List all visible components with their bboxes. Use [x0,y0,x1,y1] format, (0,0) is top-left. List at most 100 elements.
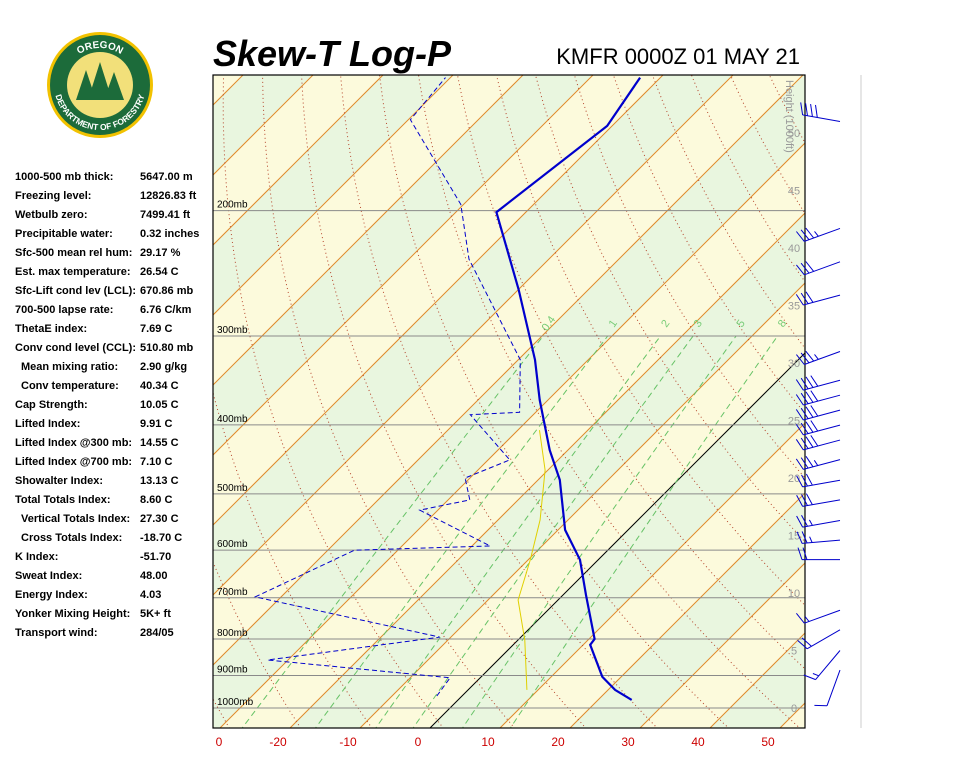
height-tick-label: 5 [791,646,797,658]
mixing-ratio-label: 2 [659,318,672,330]
height-tick-label: 35 [788,301,800,313]
mixing-ratio-line [375,335,661,728]
wind-barb [795,405,841,421]
dry-adiabat [874,53,960,732]
index-value: 40.34 C [140,380,179,392]
dry-adiabat [912,53,960,732]
wind-barb [814,669,841,707]
height-axis-title: Height (1000ft) [783,80,795,153]
x-tick-label: 40 [691,735,705,749]
index-label: ThetaE index: [15,323,87,335]
isotherm [569,492,805,728]
index-value: 4.03 [140,589,161,601]
freezing-isotherm [429,352,805,728]
wind-barb [795,420,841,436]
dry-adiabat [836,53,960,732]
wind-barb [795,390,841,406]
wind-barb [797,547,841,561]
index-label: Conv temperature: [21,380,119,392]
isotherm [499,422,805,728]
x-tick-label: -20 [269,735,287,749]
isotherm [639,562,805,728]
height-tick-label: 15 [788,531,800,543]
index-label: Energy Index: [15,589,88,601]
plot-frame [212,74,806,729]
wind-barb [795,435,841,451]
height-tick-label: 40 [788,243,800,255]
isotherm [219,142,805,728]
isotherm [213,75,734,596]
index-value: 510.80 mb [140,342,193,354]
height-tick-label: 0 [791,703,797,715]
profile-line [495,76,642,701]
index-value: -18.70 C [140,532,182,544]
index-label: Showalter Index: [15,475,103,487]
dry-adiabat [797,53,960,732]
index-label: Vertical Totals Index: [21,513,130,525]
index-value: 27.30 C [140,513,179,525]
pressure-label: 500mb [217,483,248,494]
x-tick-label: 10 [481,735,495,749]
isotherm [213,75,384,246]
wind-barb [803,650,841,681]
index-value: 8.60 C [140,494,172,506]
logo: OREGON DEPARTMENT OF FORESTRY [47,32,153,138]
mixing-ratio-label: 3 [692,318,705,330]
pressure-label: 200mb [217,200,248,211]
height-tick-label: 25 [788,416,800,428]
index-label: Sfc-500 mean rel hum: [15,247,132,259]
mixing-ratio-line [241,335,544,728]
isotherm [850,75,960,728]
x-tick-label: -10 [339,735,357,749]
wind-barb [795,375,841,391]
wind-barb [796,609,841,624]
isotherm [213,75,594,456]
x-tick-label: 30 [621,735,635,749]
index-value: 284/05 [140,627,174,639]
wind-barb [796,531,841,544]
index-label: Cap Strength: [15,399,88,411]
index-label: Yonker Mixing Height: [15,608,130,620]
logo-text: OREGON [75,40,125,57]
index-label: K Index: [15,551,58,563]
index-label: Total Totals Index: [15,494,111,506]
mixing-ratio-label: 5 [735,318,748,330]
wind-barb [796,350,841,365]
index-label: 1000-500 mb thick: [15,171,113,183]
isotherm-band [850,75,960,728]
logo-trees [76,62,124,100]
indices-table: 1000-500 mb thick: 5647.00 m Freezing leve… [15,171,199,639]
height-tick-label: 30 [788,358,800,370]
index-value: 10.05 C [140,399,179,411]
index-value: -51.70 [140,551,171,563]
height-tick-label: 45 [788,186,800,198]
index-label: Mean mixing ratio: [21,361,118,373]
isotherm [289,212,805,728]
index-label: Sfc-Lift cond lev (LCL): [15,285,136,297]
pressure-label: 900mb [217,664,248,675]
pressure-label: 1000mb [217,697,254,708]
index-label: Cross Totals Index: [21,532,122,544]
x-tick-label: 0 [415,735,422,749]
wind-barb [796,227,841,242]
index-value: 5647.00 m [140,171,193,183]
pressure-label: 600mb [217,539,248,550]
mixing-ratio-line [509,335,779,728]
index-value: 26.54 C [140,266,179,278]
isotherm [213,75,454,316]
index-value: 670.86 mb [140,285,193,297]
height-tick-label: 50 [788,128,800,140]
wind-barb [796,473,841,488]
index-value: 5K+ ft [140,608,171,620]
x-tick-label: 0 [216,735,223,749]
index-value: 6.76 C/km [140,304,192,316]
title: Skew-T Log-P [213,33,452,74]
mixing-ratio-label: 8 [776,318,789,330]
isotherm [213,75,664,526]
isotherm-band [213,75,805,728]
wind-barb [796,493,841,507]
wind-panel [795,102,841,707]
logo-text: OREGON [75,40,125,57]
index-value: 48.00 [140,570,168,582]
